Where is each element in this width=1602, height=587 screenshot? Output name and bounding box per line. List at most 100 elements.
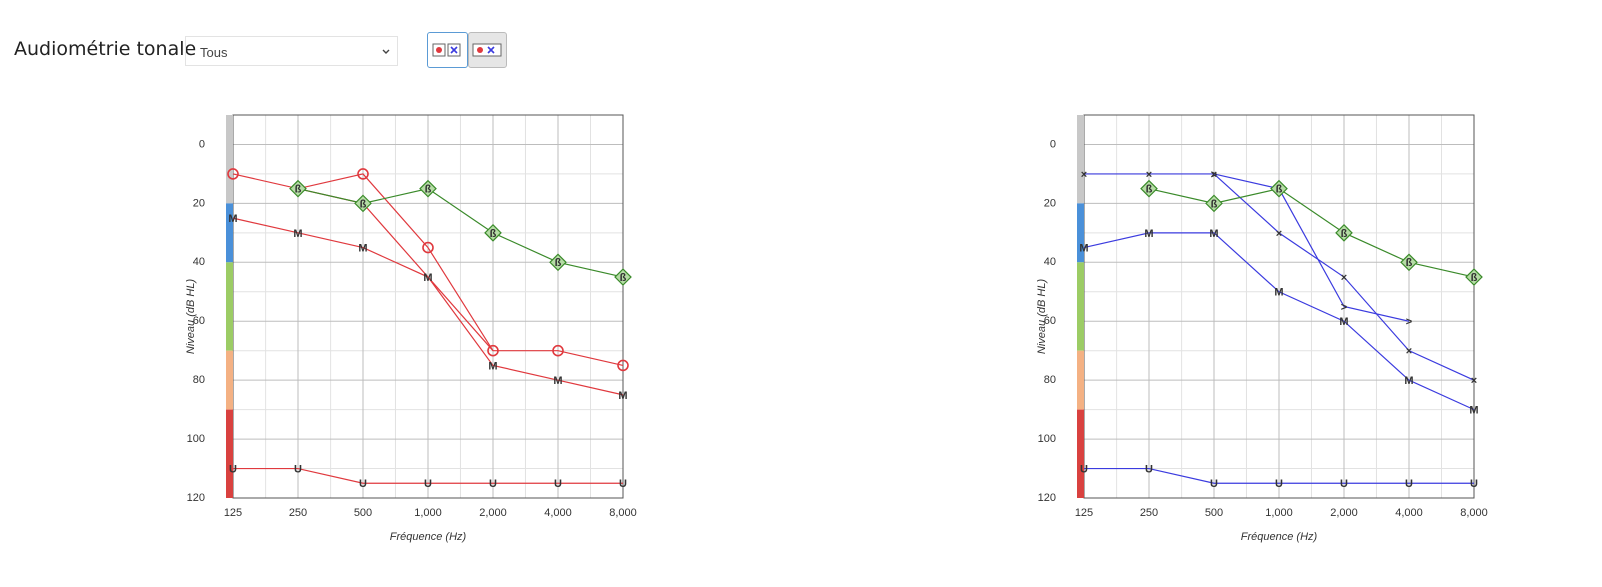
- point-symbol: ß: [490, 228, 497, 240]
- page-title: Audiométrie tonale: [14, 38, 197, 60]
- point-symbol: ×: [1276, 228, 1282, 240]
- x-tick-label: 2,000: [1330, 507, 1358, 519]
- x-tick-label: 4,000: [1395, 507, 1423, 519]
- y-tick-label: 100: [1038, 433, 1056, 445]
- y-tick-label: 0: [1050, 138, 1056, 150]
- point-symbol: U: [424, 478, 432, 490]
- point-marker: [357, 168, 369, 180]
- point-marker: [354, 194, 372, 213]
- point-symbol: M: [228, 213, 237, 225]
- series-line: [233, 467, 623, 484]
- y-axis-label: Niveau (dB HL): [1036, 279, 1048, 355]
- point-symbol: M: [293, 228, 302, 240]
- point-symbol: ß: [1406, 257, 1413, 269]
- y-tick-label: 60: [1044, 315, 1056, 327]
- point-symbol: U: [619, 478, 627, 490]
- point-symbol: ß: [1471, 272, 1478, 284]
- point-symbol: ß: [555, 257, 562, 269]
- point-symbol: >: [1341, 301, 1347, 313]
- point-symbol: M: [1469, 405, 1478, 417]
- point-marker: [1140, 179, 1158, 198]
- point-symbol: >: [1406, 316, 1412, 328]
- series-line: [232, 217, 624, 396]
- point-symbol: M: [618, 390, 627, 402]
- point-symbol: M: [553, 375, 562, 387]
- y-tick-label: 20: [193, 197, 205, 209]
- point-symbol: M: [1339, 316, 1348, 328]
- point-marker: [487, 344, 499, 357]
- point-symbol: ß: [1146, 184, 1153, 196]
- point-symbol: ß: [1211, 198, 1218, 210]
- point-symbol: M: [1209, 228, 1218, 240]
- point-marker: [227, 168, 239, 180]
- x-tick-label: 2,000: [479, 507, 507, 519]
- y-tick-label: 0: [199, 138, 205, 150]
- point-symbol: ×: [1471, 375, 1477, 387]
- point-symbol: U: [359, 478, 367, 490]
- point-symbol: M: [1274, 287, 1283, 299]
- point-symbol: M: [488, 360, 497, 372]
- x-tick-label: 125: [1075, 507, 1093, 519]
- series-line: [1148, 188, 1475, 278]
- point-symbol: ß: [1276, 184, 1283, 196]
- series-line: [1083, 232, 1475, 411]
- point-symbol: M: [358, 242, 367, 254]
- x-tick-label: 500: [1205, 507, 1223, 519]
- series-line: [1213, 173, 1410, 322]
- point-symbol: ×: [1211, 169, 1217, 181]
- point-symbol: ×: [1341, 272, 1347, 284]
- hearing-band: [1077, 350, 1084, 410]
- y-tick-label: 120: [187, 492, 205, 504]
- y-tick-label: 20: [1044, 197, 1056, 209]
- point-marker: [422, 241, 434, 254]
- y-tick-label: 40: [1044, 256, 1056, 268]
- y-tick-label: 60: [193, 315, 205, 327]
- series-line: [1084, 467, 1474, 484]
- hearing-band: [226, 203, 233, 263]
- ear-toggle-button[interactable]: [468, 32, 507, 68]
- x-tick-label: 250: [289, 507, 307, 519]
- point-marker: [1205, 194, 1223, 213]
- point-marker: [614, 268, 632, 286]
- point-marker: [549, 253, 567, 272]
- point-symbol: ß: [360, 198, 367, 210]
- x-tick-label: 8,000: [1460, 507, 1488, 519]
- point-symbol: M: [1144, 228, 1153, 240]
- point-symbol: >: [1211, 169, 1217, 181]
- y-tick-label: 40: [193, 256, 205, 268]
- hearing-band: [226, 262, 233, 351]
- point-marker: [289, 179, 307, 198]
- point-symbol: U: [1275, 478, 1283, 490]
- point-symbol: U: [1145, 463, 1153, 475]
- point-symbol: U: [1470, 478, 1478, 490]
- point-symbol: M: [423, 272, 432, 284]
- point-marker: [1335, 223, 1353, 242]
- point-symbol: U: [294, 463, 302, 475]
- point-symbol: M: [1404, 375, 1413, 387]
- point-symbol: M: [1079, 242, 1088, 254]
- point-marker: [1400, 253, 1418, 272]
- y-axis-label: Niveau (dB HL): [185, 279, 197, 355]
- series-line: [297, 188, 624, 278]
- point-symbol: U: [489, 478, 497, 490]
- point-marker: [484, 223, 502, 242]
- hearing-band: [226, 409, 233, 498]
- point-symbol: ×: [1146, 169, 1152, 181]
- point-symbol: U: [554, 478, 562, 490]
- point-symbol: ß: [620, 272, 627, 284]
- hearing-band: [1077, 409, 1084, 498]
- point-symbol: ×: [1406, 346, 1412, 358]
- x-axis-label: Fréquence (Hz): [1241, 531, 1318, 543]
- filter-select[interactable]: Tous: [185, 36, 398, 66]
- hearing-band: [1077, 262, 1084, 351]
- point-marker: [1465, 268, 1483, 286]
- ear-icon: [472, 43, 502, 57]
- y-tick-label: 100: [187, 433, 205, 445]
- chevron: [382, 49, 390, 54]
- y-tick-label: 80: [1044, 374, 1056, 386]
- point-marker: [552, 344, 564, 357]
- series-line: [1084, 173, 1475, 381]
- ear-toggle-button[interactable]: [427, 32, 468, 68]
- x-tick-label: 1,000: [1265, 507, 1293, 519]
- point-marker: [419, 179, 437, 198]
